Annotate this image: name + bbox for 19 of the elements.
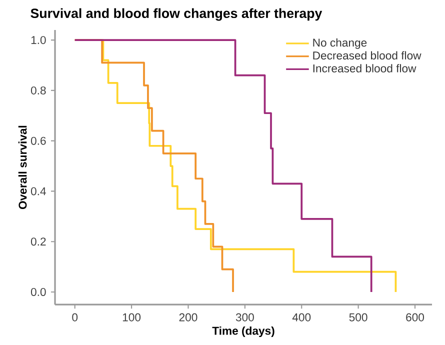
y-tick-label: 0.8 (30, 86, 46, 94)
x-axis-title: Time (days) (212, 326, 274, 338)
x-tick-label: 300 (236, 313, 254, 322)
y-tick-label: 0.2 (30, 238, 46, 246)
y-tick-label: 0.6 (30, 136, 46, 145)
legend-label: Decreased blood flow (313, 51, 422, 60)
y-tick-label: 0.4 (30, 187, 46, 196)
x-tick-label: 100 (122, 313, 141, 322)
y-tick-label: 0.0 (30, 288, 46, 296)
y-axis-title: Overall survival (18, 126, 27, 210)
legend-label: No change (313, 38, 367, 49)
x-tick-label: 600 (406, 313, 424, 322)
x-tick-label: 200 (179, 313, 198, 322)
x-tick-label: 0 (72, 313, 78, 322)
y-tick-label: 1.0 (31, 36, 46, 44)
x-tick-label: 400 (292, 313, 311, 322)
x-tick-label: 500 (349, 313, 368, 322)
legend-label: Increased blood flow (313, 64, 416, 72)
chart-title: Survival and blood flow changes after therapy (30, 8, 322, 21)
